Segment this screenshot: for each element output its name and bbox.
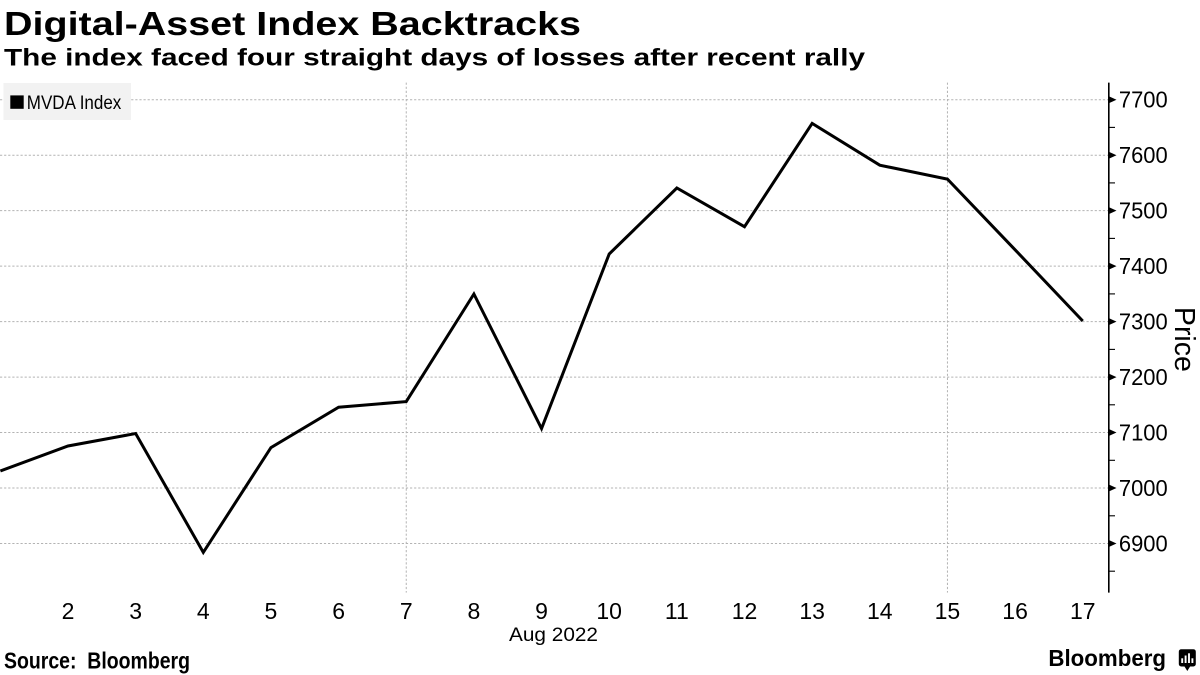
svg-text:2: 2	[62, 598, 75, 624]
svg-text:7000: 7000	[1119, 475, 1168, 501]
svg-text:Price: Price	[1168, 307, 1200, 372]
svg-text:Digital-Asset Index Backtracks: Digital-Asset Index Backtracks	[4, 5, 581, 42]
svg-text:7200: 7200	[1119, 364, 1168, 390]
svg-text:7300: 7300	[1119, 309, 1168, 335]
svg-text:7: 7	[400, 598, 413, 624]
svg-text:5: 5	[265, 598, 278, 624]
svg-text:17: 17	[1070, 598, 1096, 624]
svg-text:4: 4	[197, 598, 210, 624]
svg-text:8: 8	[468, 598, 481, 624]
svg-text:7400: 7400	[1119, 253, 1168, 279]
svg-text:14: 14	[867, 598, 893, 624]
svg-text:13: 13	[799, 598, 825, 624]
svg-text:11: 11	[665, 598, 689, 624]
svg-text:Bloomberg: Bloomberg	[1048, 645, 1166, 671]
svg-text:The index faced four straight: The index faced four straight days of lo…	[4, 46, 865, 72]
svg-text:Source: Bloomberg: Source: Bloomberg	[4, 648, 190, 674]
svg-text:7100: 7100	[1119, 420, 1168, 446]
svg-text:3: 3	[129, 598, 142, 624]
svg-text:Aug 2022: Aug 2022	[509, 624, 598, 646]
svg-text:10: 10	[596, 598, 622, 624]
svg-text:15: 15	[935, 598, 961, 624]
svg-text:7700: 7700	[1119, 87, 1168, 113]
svg-text:16: 16	[1002, 598, 1028, 624]
svg-text:12: 12	[732, 598, 758, 624]
svg-text:7500: 7500	[1119, 198, 1168, 224]
svg-text:9: 9	[535, 598, 548, 624]
svg-text:6: 6	[332, 598, 345, 624]
svg-text:7600: 7600	[1119, 142, 1168, 168]
svg-text:MVDA Index: MVDA Index	[27, 92, 122, 114]
svg-text:6900: 6900	[1119, 531, 1168, 557]
